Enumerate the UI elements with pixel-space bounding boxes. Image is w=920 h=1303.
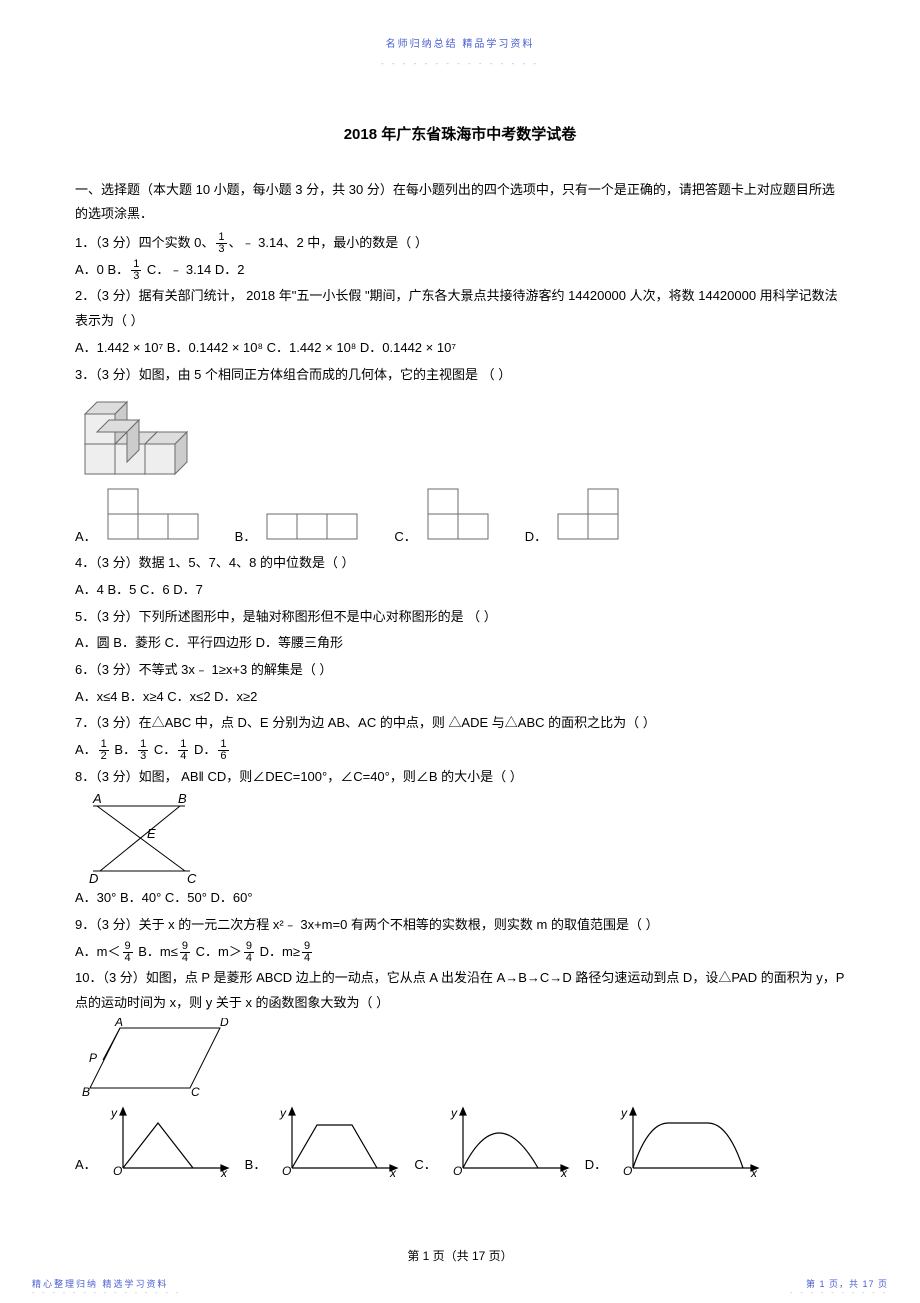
question-2-options: A．1.442 × 10⁷ B．0.1442 × 10⁸ C．1.442 × 1…	[75, 336, 845, 361]
q3-options-row: A． B． C． D．	[75, 484, 845, 549]
question-4-options: A．4 B．5 C．6 D．7	[75, 578, 845, 603]
svg-text:C: C	[191, 1085, 200, 1099]
header-dots: - - - - - - - - - - - - - - -	[75, 56, 845, 71]
svg-text:B: B	[82, 1085, 90, 1099]
q3-option-a	[103, 484, 213, 549]
svg-text:y: y	[279, 1106, 287, 1120]
q3-option-c	[423, 484, 503, 549]
svg-text:E: E	[147, 826, 156, 841]
q10-option-b: y O x	[272, 1103, 402, 1178]
svg-text:x: x	[560, 1166, 568, 1178]
question-3: 3．（3 分）如图，由 5 个相同正方体组合而成的几何体，它的主视图是 （ ）	[75, 363, 845, 388]
q3-option-b	[262, 504, 372, 549]
svg-text:y: y	[620, 1106, 628, 1120]
svg-text:x: x	[389, 1166, 397, 1178]
opt-d-label-2: D．	[585, 1153, 607, 1178]
svg-text:O: O	[623, 1164, 632, 1178]
q10-rhombus-figure: A D B C P	[75, 1018, 845, 1103]
q3-option-d	[553, 484, 633, 549]
question-6: 6．（3 分）不等式 3x﹣ 1≥x+3 的解集是（ ）	[75, 658, 845, 683]
q10-option-d: y O x	[613, 1103, 763, 1178]
header-label: 名师归纳总结 精品学习资料	[75, 35, 845, 54]
svg-text:A: A	[92, 791, 102, 806]
footer-right-dots: - - - - - - - - - -	[790, 1287, 888, 1300]
svg-text:O: O	[113, 1164, 122, 1178]
question-4: 4．（3 分）数据 1、5、7、4、8 的中位数是（ ）	[75, 551, 845, 576]
question-6-options: A．x≤4 B．x≥4 C．x≤2 D．x≥2	[75, 685, 845, 710]
question-7: 7．（3 分）在△ABC 中，点 D、E 分别为边 AB、AC 的中点，则 △A…	[75, 711, 845, 736]
q3-3d-figure	[75, 389, 845, 484]
opt-d-label: D．	[525, 525, 547, 550]
opt-a-label: A．	[75, 525, 97, 550]
question-9-options: A．m＜94 B．m≤94 C．m＞94 D．m≥94	[75, 940, 845, 965]
section-heading: 一、选择题（本大题 10 小题，每小题 3 分，共 30 分）在每小题列出的四个…	[75, 178, 845, 227]
svg-text:A: A	[114, 1018, 123, 1029]
footer-left-dots: - - - - - - - - - - - - - - -	[32, 1287, 181, 1300]
question-8: 8．（3 分）如图， AB‖ CD，则∠DEC=100°，∠C=40°，则∠B …	[75, 765, 845, 790]
question-8-options: A．30° B．40° C．50° D．60°	[75, 886, 845, 911]
footer-page-number: 第 1 页（共 17 页）	[0, 1245, 920, 1268]
question-5-options: A．圆 B．菱形 C．平行四边形 D．等腰三角形	[75, 631, 845, 656]
svg-text:x: x	[750, 1166, 758, 1178]
q10-options-row: A． y O x B． y O x C．	[75, 1103, 845, 1178]
opt-b-label-2: B．	[245, 1153, 267, 1178]
q8-figure: A B D C E	[75, 791, 845, 886]
question-7-options: A．12 B．13 C．14 D．16	[75, 738, 845, 763]
opt-a-label-2: A．	[75, 1153, 97, 1178]
svg-text:O: O	[453, 1164, 462, 1178]
opt-b-label: B．	[235, 525, 257, 550]
svg-text:O: O	[282, 1164, 291, 1178]
svg-text:y: y	[450, 1106, 458, 1120]
svg-text:D: D	[89, 871, 98, 886]
svg-text:B: B	[178, 791, 187, 806]
page-title: 2018 年广东省珠海市中考数学试卷	[75, 121, 845, 150]
svg-text:y: y	[110, 1106, 118, 1120]
question-1: 1．（3 分）四个实数 0、13、﹣ 3.14、2 中，最小的数是（ ）	[75, 231, 845, 256]
svg-text:C: C	[187, 871, 197, 886]
svg-text:D: D	[220, 1018, 229, 1029]
opt-c-label-2: C．	[414, 1153, 436, 1178]
question-10: 10．（3 分）如图，点 P 是菱形 ABCD 边上的一动点，它从点 A 出发沿…	[75, 966, 845, 1015]
question-5: 5．（3 分）下列所述图形中，是轴对称图形但不是中心对称图形的是 （ ）	[75, 605, 845, 630]
svg-text:P: P	[89, 1051, 97, 1065]
svg-text:x: x	[220, 1166, 228, 1178]
question-1-options: A．0 B．13 C．﹣ 3.14 D．2	[75, 258, 845, 283]
q10-option-c: y O x	[443, 1103, 573, 1178]
q10-option-a: y O x	[103, 1103, 233, 1178]
opt-c-label: C．	[394, 525, 416, 550]
question-2: 2．（3 分）据有关部门统计， 2018 年"五一小长假 "期间，广东各大景点共…	[75, 284, 845, 333]
question-9: 9．（3 分）关于 x 的一元二次方程 x²﹣ 3x+m=0 有两个不相等的实数…	[75, 913, 845, 938]
